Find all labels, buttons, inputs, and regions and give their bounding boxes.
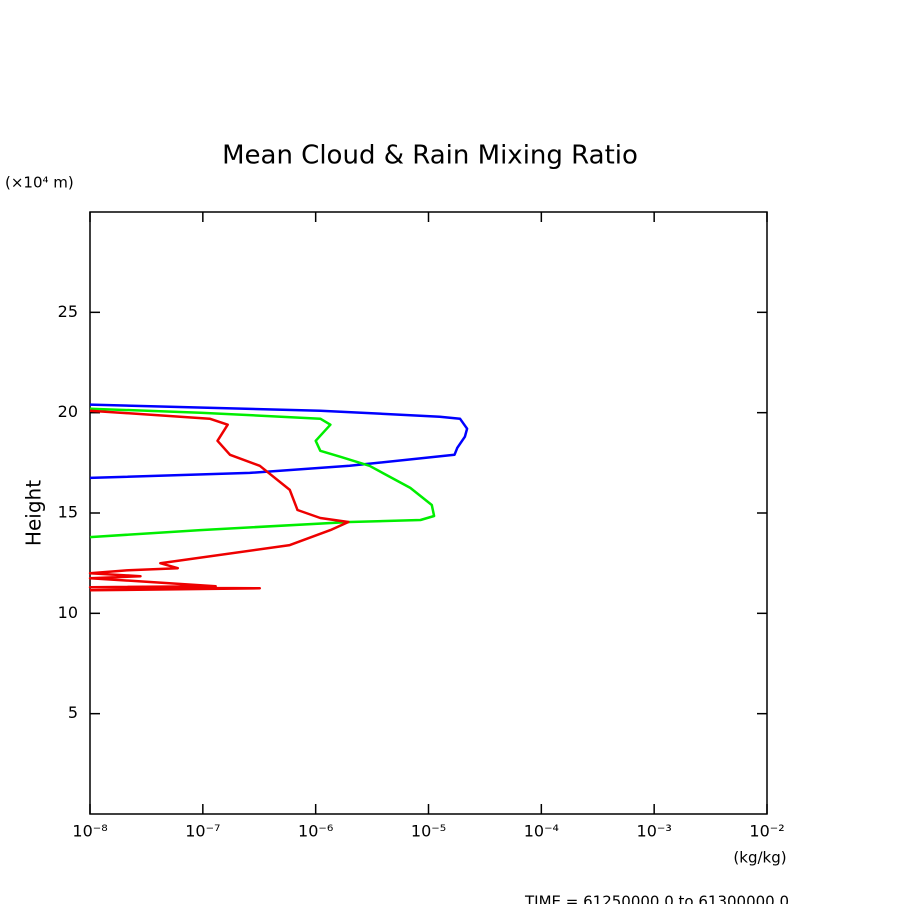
y-axis-label: Height	[22, 480, 46, 546]
y-tick-label: 10	[58, 603, 78, 622]
x-tick-label: 10⁻⁴	[524, 822, 559, 841]
footer: TIME = 61250000.0 to 61300000.0	[524, 893, 789, 904]
y-tick-label: 15	[58, 503, 78, 522]
x-unit: (kg/kg)	[733, 849, 786, 867]
y-tick-label: 20	[58, 402, 78, 421]
y-tick-label: 25	[58, 302, 78, 321]
series-line	[89, 407, 436, 539]
series-line	[88, 409, 350, 592]
x-tick-label: 10⁻⁵	[411, 822, 446, 841]
x-tick-label: 10⁻⁸	[72, 822, 107, 841]
plot-frame	[89, 211, 768, 815]
x-tick-label: 10⁻²	[749, 822, 784, 841]
x-tick-label: 10⁻⁷	[185, 822, 220, 841]
y-unit: (×10⁴ m)	[5, 174, 74, 192]
series-line	[89, 403, 469, 480]
x-tick-label: 10⁻³	[637, 822, 672, 841]
x-tick-label: 10⁻⁶	[298, 822, 333, 841]
chart-title: Mean Cloud & Rain Mixing Ratio	[222, 141, 638, 171]
y-tick-label: 5	[68, 703, 78, 722]
